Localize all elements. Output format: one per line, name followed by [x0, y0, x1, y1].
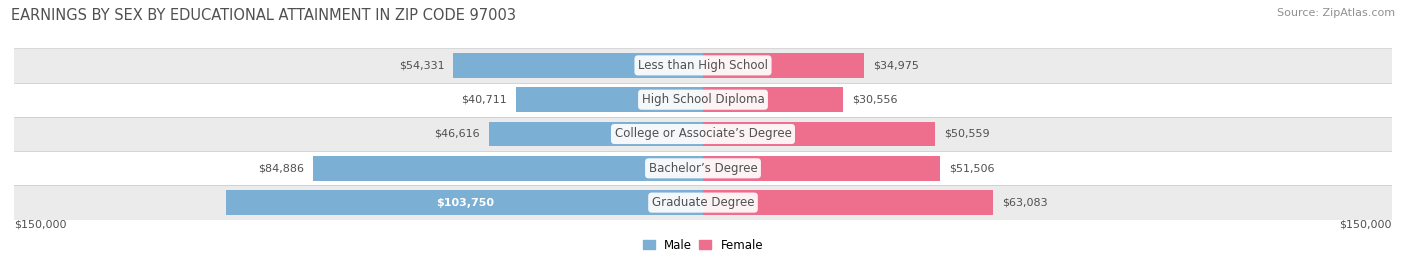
Text: Source: ZipAtlas.com: Source: ZipAtlas.com	[1277, 8, 1395, 18]
Text: $103,750: $103,750	[436, 198, 494, 208]
Text: $150,000: $150,000	[14, 220, 66, 230]
Bar	[314, 156, 703, 181]
Bar	[14, 83, 1392, 117]
Bar	[516, 87, 703, 112]
Text: $34,975: $34,975	[873, 60, 918, 70]
Text: Less than High School: Less than High School	[638, 59, 768, 72]
Text: College or Associate’s Degree: College or Associate’s Degree	[614, 128, 792, 140]
Text: $46,616: $46,616	[434, 129, 479, 139]
Bar	[703, 156, 939, 181]
Text: $84,886: $84,886	[257, 163, 304, 173]
Text: $51,506: $51,506	[949, 163, 994, 173]
Bar	[454, 53, 703, 78]
Text: $50,559: $50,559	[945, 129, 990, 139]
Text: $63,083: $63,083	[1002, 198, 1047, 208]
Bar	[489, 122, 703, 146]
Bar	[14, 185, 1392, 220]
Bar	[14, 117, 1392, 151]
Bar	[14, 151, 1392, 185]
Text: High School Diploma: High School Diploma	[641, 93, 765, 106]
Legend: Male, Female: Male, Female	[643, 239, 763, 252]
Bar	[703, 87, 844, 112]
Text: EARNINGS BY SEX BY EDUCATIONAL ATTAINMENT IN ZIP CODE 97003: EARNINGS BY SEX BY EDUCATIONAL ATTAINMEN…	[11, 8, 516, 23]
Bar	[703, 53, 863, 78]
Bar	[703, 190, 993, 215]
Text: Graduate Degree: Graduate Degree	[652, 196, 754, 209]
Text: $40,711: $40,711	[461, 95, 506, 105]
Text: Bachelor’s Degree: Bachelor’s Degree	[648, 162, 758, 175]
Text: $54,331: $54,331	[399, 60, 444, 70]
Bar	[14, 48, 1392, 83]
Bar	[226, 190, 703, 215]
Text: $30,556: $30,556	[852, 95, 898, 105]
Text: $150,000: $150,000	[1340, 220, 1392, 230]
Bar	[703, 122, 935, 146]
